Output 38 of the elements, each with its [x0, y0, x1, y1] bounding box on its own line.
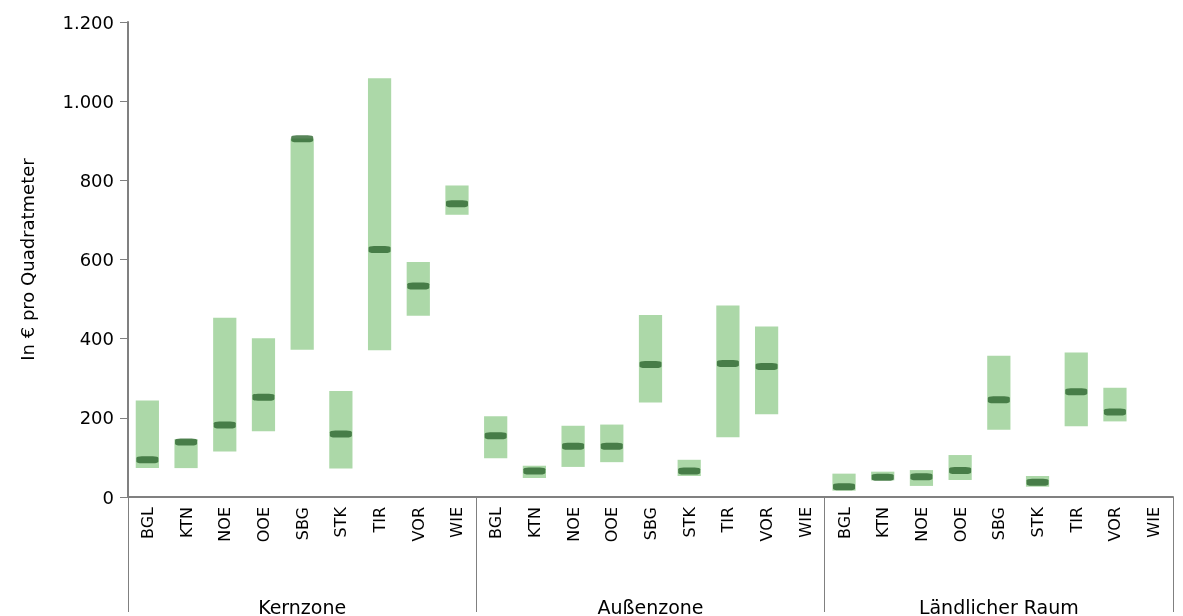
- y-axis-title: In € pro Quadratmeter: [16, 157, 38, 361]
- y-tick-label: 0: [102, 486, 114, 508]
- x-tick-label: TIR: [718, 507, 738, 534]
- y-tick-label: 1.200: [62, 11, 114, 33]
- x-tick-label: NOE: [563, 507, 583, 542]
- x-tick-label: STK: [331, 506, 351, 538]
- x-tick-label: WIE: [447, 507, 467, 538]
- x-tick-label: KTN: [524, 507, 544, 538]
- x-tick-label: NOE: [911, 507, 931, 542]
- x-tick-label: BGL: [137, 506, 157, 540]
- x-tick-label: KTN: [873, 507, 893, 538]
- x-tick-label: VOR: [757, 507, 777, 542]
- y-tick-label: 1.000: [62, 90, 114, 112]
- text: Ländlicher Raum: [918, 595, 1079, 616]
- y-tick-label: 400: [79, 328, 114, 350]
- x-tick-label: STK: [1028, 506, 1048, 538]
- y-tick-label: 800: [79, 169, 114, 191]
- text: Kernzone: [258, 595, 347, 616]
- x-tick-label: KTN: [176, 507, 196, 538]
- text: Außenzone: [597, 595, 704, 616]
- x-tick-label: STK: [679, 506, 699, 538]
- x-tick-label: OOE: [253, 507, 273, 543]
- x-tick-label: SBG: [989, 507, 1009, 541]
- x-tick-label: WIE: [795, 507, 815, 538]
- y-tick-label: 600: [79, 249, 114, 270]
- x-tick-label: NOE: [215, 507, 235, 542]
- x-tick-label: TIR: [370, 507, 390, 534]
- x-tick-label: SBG: [292, 507, 312, 541]
- x-tick-label: VOR: [1105, 507, 1125, 542]
- x-tick-label: BGL: [486, 506, 506, 540]
- x-tick-label: OOE: [602, 507, 622, 543]
- y-tick-label: 200: [79, 407, 114, 429]
- x-tick-label: VOR: [408, 507, 428, 542]
- x-tick-label: SBG: [641, 507, 660, 541]
- x-tick-label: BGL: [834, 506, 854, 540]
- x-tick-label: WIE: [1144, 507, 1164, 538]
- x-tick-label: OOE: [950, 507, 970, 543]
- x-tick-label: TIR: [1066, 507, 1086, 534]
